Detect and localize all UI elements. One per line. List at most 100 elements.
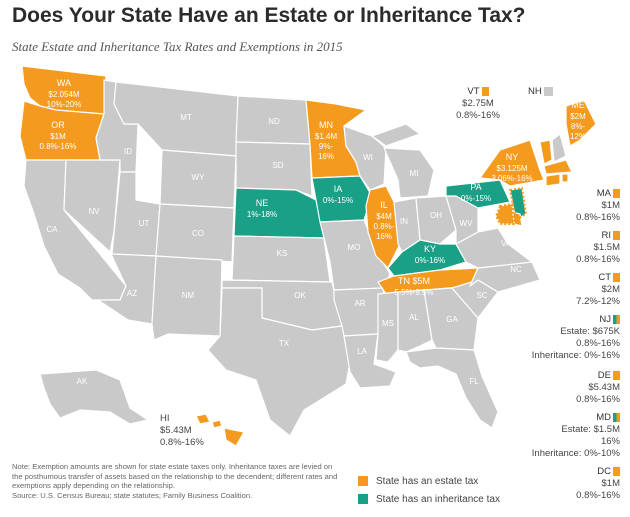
state-label-ga: GA — [446, 315, 458, 324]
state-label-ia: IA — [334, 184, 343, 194]
side-swatch-ct — [613, 272, 620, 282]
side-line-nj-3: Inheritance: 0%-16% — [531, 350, 620, 361]
state-label-or: OR — [51, 120, 65, 130]
state-label-in: IN — [400, 217, 408, 226]
state-va — [455, 227, 533, 269]
side-swatch-dc — [613, 466, 620, 476]
vt-code: VT — [467, 86, 480, 97]
side-state-ma: MA $1M 0.8%-16% — [576, 188, 620, 224]
state-ma — [543, 159, 573, 175]
state-label-il: IL — [380, 200, 388, 210]
state-value-mn-2: 9%- — [319, 142, 334, 151]
state-label-ok: OK — [294, 291, 306, 300]
state-ak — [39, 369, 149, 425]
side-code-dc: DC — [597, 466, 611, 477]
state-vt — [539, 139, 553, 165]
legend-inheritance-swatch — [358, 494, 368, 505]
legend-inheritance-label: State has an inheritance tax — [376, 494, 500, 505]
state-ny — [479, 139, 545, 187]
state-label-sd: SD — [272, 161, 283, 170]
state-value-il-3: 16% — [376, 232, 392, 241]
state-value-pa-1: 0%-15% — [461, 194, 491, 203]
state-value-il-2: 0.8%- — [374, 222, 395, 231]
state-label-wv: WV — [460, 219, 474, 228]
state-ut — [111, 171, 161, 257]
state-value-wa-2: 10%-20% — [47, 100, 82, 109]
state-label-ny: NY — [506, 152, 519, 162]
state-label-ak: AK — [77, 377, 88, 386]
state-value-me-2: 8%- — [571, 122, 586, 131]
state-label-ne: NE — [256, 198, 269, 208]
side-state-ri: RI $1.5M 0.8%-16% — [576, 230, 620, 266]
side-line-md-2: 16% — [600, 436, 620, 447]
side-line-ct-2: 7.2%-12% — [576, 296, 620, 307]
side-line-ri-2: 0.8%-16% — [576, 254, 620, 265]
source-text: Source: U.S. Census Bureau; state statut… — [12, 490, 253, 500]
state-label-ky: KY — [424, 244, 436, 254]
legend-estate: State has an estate tax — [358, 476, 478, 487]
side-line-nj-1: Estate: $675K — [560, 326, 620, 337]
nh-code: NH — [528, 86, 542, 97]
side-line-md-1: Estate: $1.5M — [561, 424, 620, 435]
side-state-ct: CT $2M 7.2%-12% — [576, 272, 620, 308]
state-label-co: CO — [192, 229, 204, 238]
state-label-id: ID — [124, 147, 132, 156]
state-ks — [231, 235, 331, 283]
state-ct — [545, 173, 561, 187]
state-label-ms: MS — [382, 319, 394, 328]
side-code-ma: MA — [596, 188, 611, 199]
state-label-tn: TN $5M — [398, 276, 430, 286]
state-label-la: LA — [357, 347, 367, 356]
state-label-wy: WY — [192, 173, 206, 182]
state-label-mt: MT — [180, 113, 192, 122]
state-co — [155, 203, 235, 263]
side-line-dc-1: $1M — [601, 478, 620, 489]
state-hi — [195, 413, 245, 447]
state-label-ut: UT — [139, 219, 150, 228]
side-state-nj: NJ Estate: $675K 0.8%-16% Inheritance: 0%-1… — [532, 314, 620, 362]
legend-estate-swatch — [358, 476, 368, 487]
side-line-de-1: $5.43M — [588, 382, 620, 393]
state-label-ar: AR — [354, 299, 365, 308]
state-tx — [207, 287, 353, 437]
side-line-ma-2: 0.8%-16% — [576, 212, 620, 223]
state-label-sc: SC — [476, 291, 487, 300]
vt-line1: $2.75M — [462, 98, 494, 109]
state-value-wa-1: $2.054M — [48, 90, 79, 99]
page-subtitle: State Estate and Inheritance Tax Rates a… — [12, 39, 343, 54]
vt-line2: 0.8%-16% — [456, 110, 500, 121]
side-line-md-3: Inheritance: 0%-10% — [531, 448, 620, 459]
state-label-va: VA — [501, 239, 512, 248]
side-line-ma-1: $1M — [601, 200, 620, 211]
state-value-me-1: $2M — [570, 112, 586, 121]
state-label-tx: TX — [279, 339, 290, 348]
vt-callout: VT $2.75M 0.8%-16% — [448, 86, 508, 122]
state-label-nc: NC — [510, 265, 522, 274]
state-md-stripes — [495, 203, 515, 225]
state-value-ny-1: $3.125M — [496, 164, 527, 173]
state-label-oh: OH — [430, 211, 442, 220]
state-value-or-2: 0.8%-16% — [40, 142, 77, 151]
side-state-md: MD Estate: $1.5M 16% Inheritance: 0%-10% — [532, 412, 620, 460]
state-label-nm: NM — [182, 291, 195, 300]
state-label-wi: WI — [363, 153, 373, 162]
state-nh — [551, 133, 567, 163]
hi-code: HI — [160, 413, 170, 424]
state-sd — [235, 141, 313, 197]
state-value-ia-1: 0%-15% — [323, 196, 353, 205]
side-state-dc: DC $1M 0.8%-16% — [576, 466, 620, 502]
side-code-ri: RI — [601, 230, 612, 241]
state-value-or-1: $1M — [50, 132, 66, 141]
nh-swatch — [543, 86, 553, 96]
state-nj-stripes — [509, 187, 527, 221]
state-label-mo: MO — [348, 243, 361, 252]
state-label-nv: NV — [88, 207, 100, 216]
hi-callout: HI $5.43M 0.8%-16% — [160, 413, 204, 449]
vt-swatch — [481, 86, 489, 96]
state-label-ks: KS — [277, 249, 288, 258]
state-nm — [151, 255, 223, 341]
state-value-mn-3: 16% — [318, 152, 334, 161]
state-label-mi: MI — [410, 169, 419, 178]
side-swatch-nj — [613, 314, 620, 324]
legend-estate-label: State has an estate tax — [376, 476, 479, 487]
